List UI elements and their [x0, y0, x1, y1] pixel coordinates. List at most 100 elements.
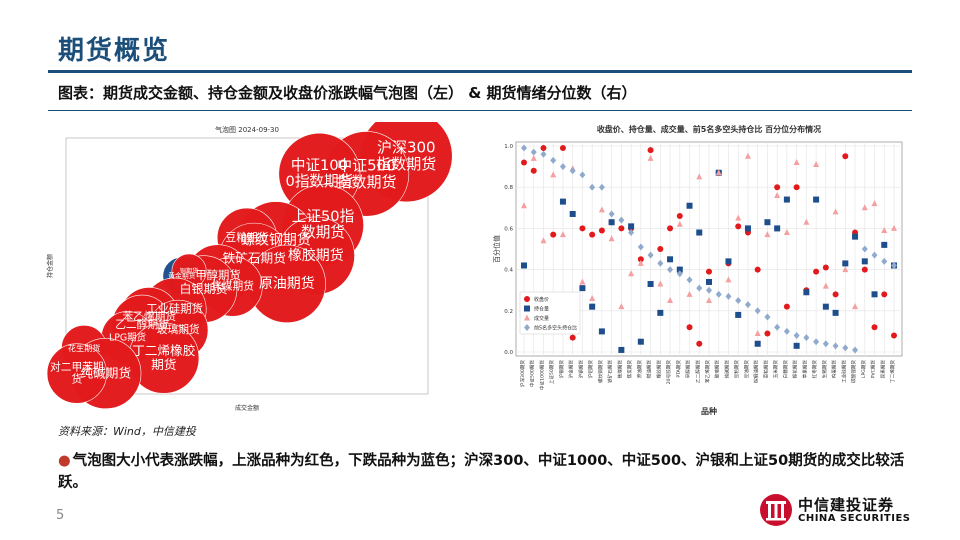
point-s1-30	[813, 268, 820, 275]
y-tick-label-2: 0.4	[504, 268, 513, 274]
bubble-label-4: 上证50指数期货	[292, 208, 354, 241]
point-s2-4	[559, 198, 566, 205]
x-tick-label-16: PTA期货	[675, 360, 682, 378]
x-tick-label-12: 原油期货	[636, 360, 643, 379]
x-tick-label-1: 中证500期货	[529, 360, 536, 388]
point-s4-8	[598, 183, 605, 191]
point-s3-36	[871, 200, 878, 207]
point-s4-6	[579, 171, 586, 179]
page-title: 期货概览	[58, 36, 171, 66]
point-s3-4	[559, 231, 566, 238]
point-s2-9	[608, 219, 615, 226]
percentile-chart-panel: 收盘价、持仓量、成交量、前5名多空头持仓比 百分位分布情况 0.0 0.2 0.4 0.…	[490, 118, 912, 420]
point-s1-16	[676, 213, 683, 220]
legend-label-4: 前5名多空头持仓比	[534, 325, 577, 332]
point-s3-30	[813, 161, 820, 168]
point-s1-2	[540, 145, 547, 152]
x-tick-label-13: 燃油期货	[646, 360, 653, 379]
point-s3-15	[667, 297, 674, 303]
point-s3-29	[803, 218, 810, 225]
point-s3-31	[822, 282, 829, 289]
company-logo: 中信建投证券 CHINA SECURITIES	[758, 492, 918, 528]
point-s2-21	[725, 258, 732, 265]
point-s3-26	[774, 191, 781, 198]
legend-marker-1	[524, 296, 530, 302]
legend-label-3: 成交量	[534, 315, 549, 322]
point-s3-16	[676, 220, 683, 227]
point-s1-0	[521, 159, 527, 166]
point-s2-14	[657, 309, 664, 316]
bubble-label-8: 橡胶期货	[288, 247, 344, 264]
bubble-label-11: 焦煤期货	[211, 279, 254, 292]
point-s3-24	[754, 329, 761, 336]
point-s2-19	[706, 278, 712, 285]
point-s3-22	[735, 214, 742, 221]
point-s2-30	[813, 196, 820, 203]
point-s3-27	[783, 229, 790, 236]
point-s2-29	[803, 289, 810, 296]
point-s4-12	[637, 243, 644, 251]
point-s1-32	[832, 291, 839, 298]
point-s4-29	[803, 334, 810, 342]
point-s4-0	[521, 144, 527, 152]
point-s2-33	[842, 260, 849, 267]
point-s2-10	[618, 346, 625, 353]
point-s4-1	[530, 148, 537, 156]
point-s2-7	[589, 303, 596, 310]
point-s1-33	[842, 153, 849, 160]
x-tick-label-20: 玻璃期货	[714, 360, 721, 379]
point-s4-34	[852, 346, 859, 354]
x-tick-label-9: 铁矿石期货	[607, 360, 614, 383]
point-s2-26	[774, 225, 781, 232]
point-s4-35	[861, 245, 868, 253]
point-s2-32	[832, 309, 839, 316]
legend-label-2: 持仓量	[534, 306, 549, 313]
point-s3-11	[628, 270, 635, 277]
bubble-label-16: 苯乙烯期货	[122, 310, 176, 323]
bubble-label-12: 白银期货	[180, 281, 228, 296]
bubble-label-5: 螺纹钢期货	[241, 231, 311, 248]
point-s1-24	[754, 266, 761, 273]
x-tick-label-3: 上证50期货	[548, 360, 555, 385]
page-number: 5	[56, 508, 65, 523]
x-tick-label-32: 鸡蛋期货	[831, 360, 838, 379]
point-s2-16	[676, 266, 683, 273]
legend-label-1: 收盘价	[534, 296, 549, 303]
point-s1-12	[637, 256, 644, 263]
point-s4-22	[735, 297, 742, 304]
point-s2-27	[783, 196, 790, 203]
logo-name-en: CHINA SECURITIES	[798, 513, 911, 524]
bubble-label-23: 对二甲苯期货	[50, 361, 104, 386]
point-s3-18	[696, 173, 703, 180]
point-s1-28	[793, 184, 800, 191]
point-s3-38	[891, 224, 897, 231]
point-s4-19	[706, 286, 712, 294]
bubble-label-22: 纯碱期货	[81, 365, 132, 380]
point-s1-26	[774, 184, 781, 191]
point-s3-9	[608, 235, 615, 242]
x-tick-label-21: 纯碱期货	[723, 360, 730, 379]
x-tick-label-33: 工业硅期货	[840, 360, 847, 383]
point-s1-14	[657, 246, 664, 252]
x-tick-label-4: 沪银期货	[558, 360, 565, 379]
point-s2-12	[637, 338, 644, 345]
x-tick-label-15: 20号胶期货	[665, 360, 672, 385]
point-s4-3	[550, 156, 557, 164]
point-s3-12	[637, 259, 644, 266]
x-tick-label-10: 焦煤期货	[616, 360, 623, 379]
x-tick-label-31: 生猪期货	[821, 360, 828, 379]
point-s3-7	[589, 294, 596, 301]
x-tick-label-18: 乙二醇期货	[694, 360, 701, 383]
x-tick-label-0: 沪深300期货	[519, 360, 526, 388]
point-s1-18	[696, 340, 703, 347]
bubble-label-10: 甲醇期货	[195, 268, 240, 282]
point-s2-8	[598, 328, 605, 335]
point-s2-23	[744, 225, 751, 232]
point-s4-9	[608, 210, 615, 218]
source-note: 资料来源：Wind，中信建投	[58, 425, 196, 438]
point-s1-19	[706, 268, 712, 275]
percentile-chart-title: 收盘价、持仓量、成交量、前5名多空头持仓比 百分位分布情况	[597, 124, 821, 134]
point-s4-25	[764, 313, 771, 321]
